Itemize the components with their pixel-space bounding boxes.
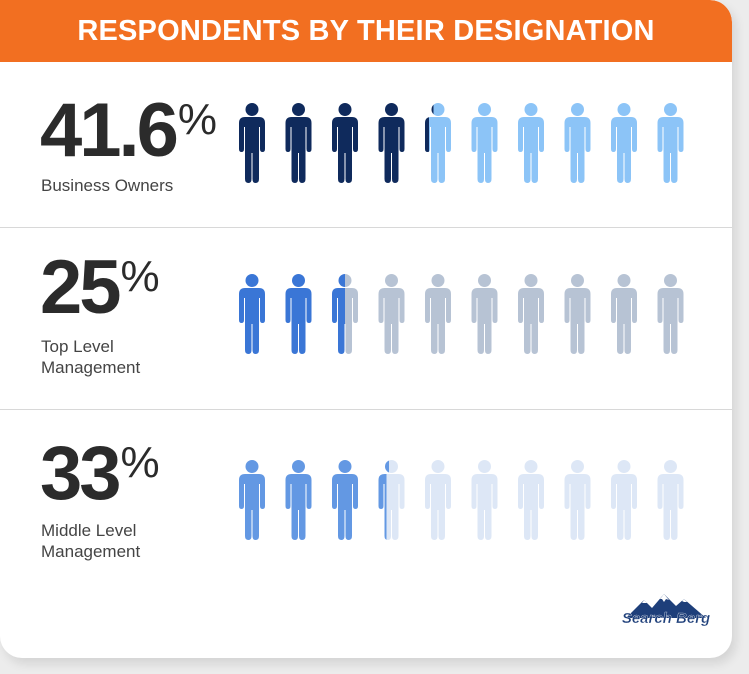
percentage-number: 33 [40,431,122,516]
person-icon [425,103,451,183]
person-icon [564,274,591,354]
person-icon [657,274,684,354]
person-icon [611,274,637,354]
mountain-icon [626,594,706,618]
person-icon [285,103,312,183]
percentage-value: 33% [40,436,160,512]
brand-logo: Search Berg [618,590,714,636]
logo-text: Search Berg [621,610,711,627]
person-icon [657,460,684,540]
person-icon [332,460,358,540]
person-icon [378,103,405,183]
percentage-number: 25 [40,245,122,330]
person-icon [518,103,544,183]
row-label: Business Owners [41,176,174,195]
person-icon [239,460,265,540]
row-label: Middle Level Management [41,521,141,561]
person-icon [518,460,544,540]
person-icon [611,460,637,540]
person-icon [239,274,265,354]
person-icon [239,103,265,183]
person-icon [378,460,405,540]
person-icon [564,103,591,183]
person-icon [564,460,591,540]
person-icon [425,460,451,540]
row-top-level-management: 25% Top Level Management [0,227,732,408]
people-icons [239,274,684,354]
person-icon [471,103,498,183]
person-icon [285,460,312,540]
row-label: Top Level Management [41,337,141,377]
percentage-symbol: % [120,438,160,487]
person-icon [378,274,405,354]
infographic-card: RESPONDENTS BY THEIR DESIGNATION 41.6% B… [0,0,732,658]
person-icon [425,274,451,354]
person-icon [471,460,498,540]
percentage-number: 41.6 [40,88,179,173]
row-middle-level-management: 33% Middle Level Management [0,409,732,590]
row-business-owners: 41.6% Business Owners [0,63,732,243]
people-icons [239,103,684,183]
percentage-symbol: % [120,252,160,301]
person-icon [285,274,312,354]
chart-title: RESPONDENTS BY THEIR DESIGNATION [77,14,655,47]
people-icons [239,460,684,540]
percentage-value: 25% [40,250,160,326]
percentage-value: 41.6% [40,93,217,169]
header-banner: RESPONDENTS BY THEIR DESIGNATION [0,0,732,62]
person-icon [332,103,358,183]
percentage-symbol: % [177,95,218,144]
person-icon [657,103,684,183]
person-icon [471,274,498,354]
person-icon [611,103,637,183]
person-icon [518,274,544,354]
person-icon [332,274,358,354]
